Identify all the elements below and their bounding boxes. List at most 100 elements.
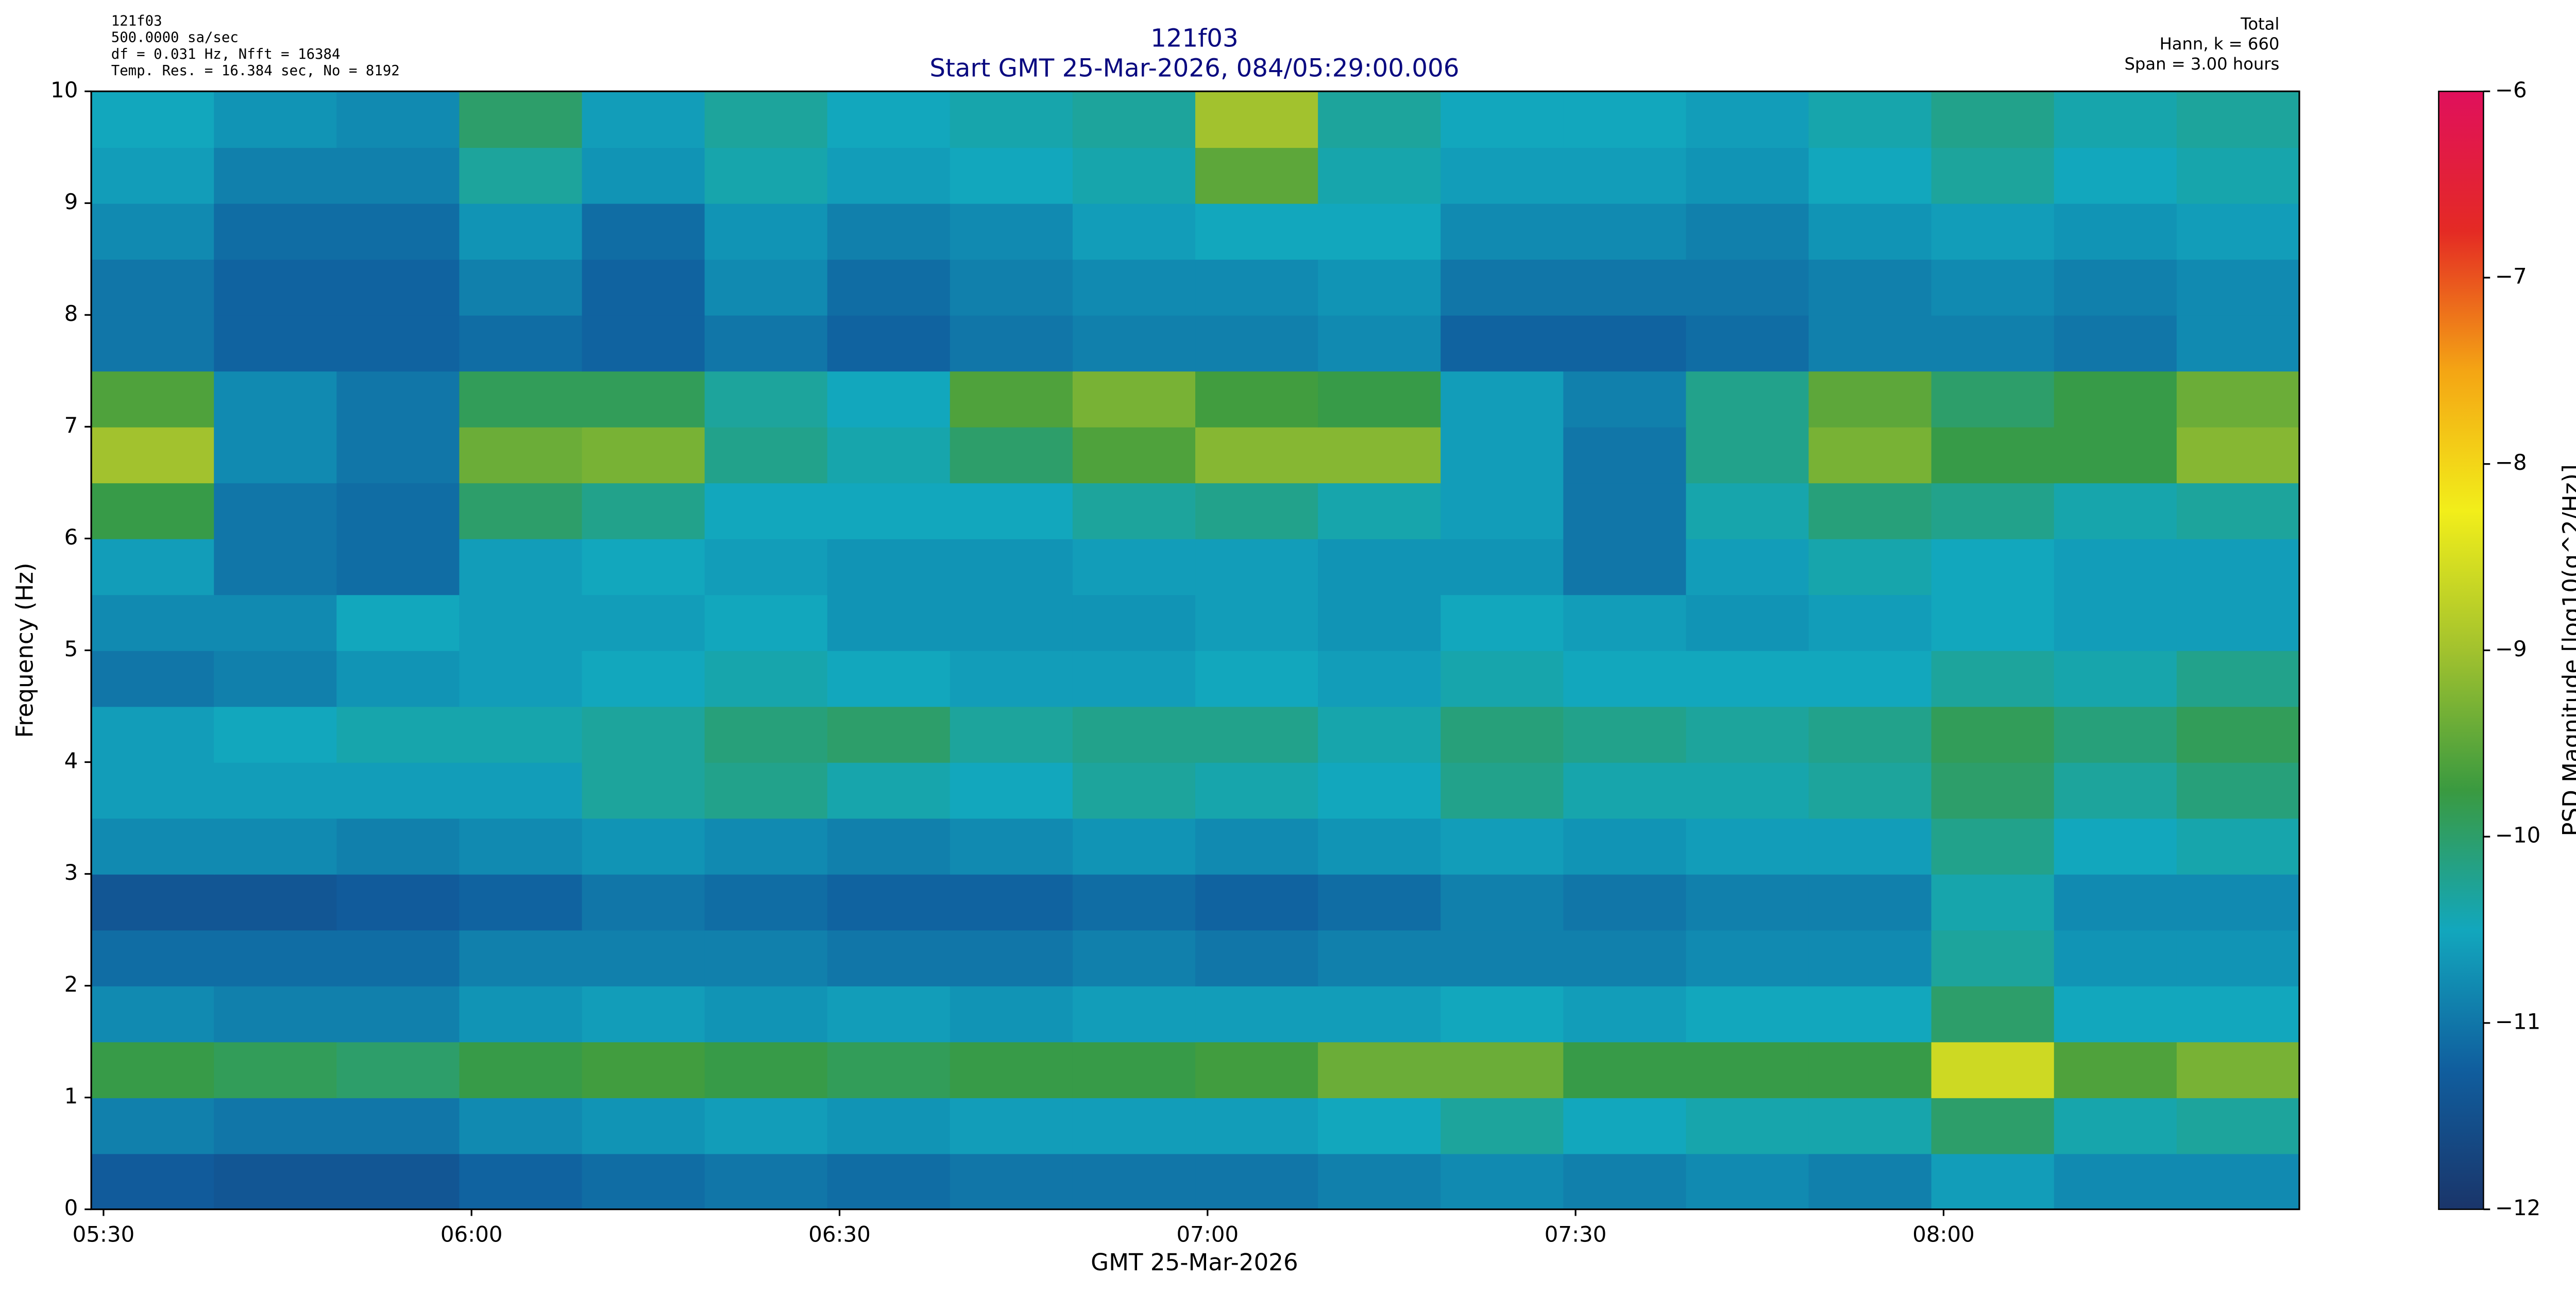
heatmap-cell [214, 147, 337, 204]
heatmap-cell [1318, 818, 1442, 875]
heatmap-cell [1072, 1042, 1196, 1098]
heatmap-cell [1318, 930, 1442, 986]
heatmap-cell [1686, 259, 1809, 316]
heatmap-cell [827, 818, 951, 875]
heatmap-cell [827, 874, 951, 931]
heatmap-cell [1686, 203, 1809, 260]
heatmap-cell [2054, 91, 2178, 148]
heatmap-cell [582, 762, 705, 819]
heatmap-cell [1440, 259, 1564, 316]
heatmap-cell [827, 1153, 951, 1210]
heatmap-cell [582, 315, 705, 372]
heatmap-cell [1440, 1042, 1564, 1098]
info-left: 121f03 [111, 13, 162, 29]
heatmap-cell [1686, 538, 1809, 595]
heatmap-cell [1318, 1097, 1442, 1154]
heatmap-cell [459, 427, 583, 484]
heatmap-cell [1931, 985, 2055, 1043]
heatmap-cell [704, 1097, 828, 1154]
y-tick-label: 7 [64, 413, 78, 438]
heatmap-cell [459, 818, 583, 875]
heatmap-cell [1931, 594, 2055, 651]
heatmap-cell [1563, 874, 1687, 931]
heatmap-cell [2176, 650, 2300, 707]
heatmap-cell [704, 203, 828, 260]
heatmap-cell [704, 706, 828, 763]
heatmap-cell [950, 427, 1074, 484]
heatmap-cell [1808, 259, 1932, 316]
heatmap-cell [704, 482, 828, 539]
colorbar-tick-label: −12 [2495, 1195, 2540, 1220]
heatmap-cell [582, 427, 705, 484]
heatmap-cell [1931, 706, 2055, 763]
heatmap-cell [1440, 427, 1564, 484]
heatmap-cell [1563, 1153, 1687, 1210]
heatmap-cell [1686, 874, 1809, 931]
heatmap-cell [214, 930, 337, 986]
heatmap-cell [2054, 538, 2178, 595]
heatmap-cell [1440, 1153, 1564, 1210]
heatmap-cell [2176, 482, 2300, 539]
heatmap-cell [1808, 482, 1932, 539]
heatmap-cell [459, 1042, 583, 1098]
heatmap-cell [2054, 370, 2178, 428]
x-tick-label: 07:00 [1177, 1222, 1239, 1247]
heatmap-cell [91, 985, 215, 1043]
heatmap-cell [2176, 203, 2300, 260]
heatmap-cell [459, 482, 583, 539]
heatmap-cell [1072, 930, 1196, 986]
heatmap-cell [1686, 427, 1809, 484]
heatmap-cell [1931, 203, 2055, 260]
heatmap-cell [827, 370, 951, 428]
heatmap-cell [2054, 985, 2178, 1043]
heatmap-cell [950, 482, 1074, 539]
heatmap-cell [1195, 650, 1319, 707]
heatmap-cell [1195, 427, 1319, 484]
heatmap-cell [1808, 427, 1932, 484]
heatmap-cell [336, 1153, 460, 1210]
heatmap-cell [459, 91, 583, 148]
heatmap-cell [336, 259, 460, 316]
y-tick-label: 6 [64, 524, 78, 550]
heatmap-cell [582, 874, 705, 931]
heatmap-cell [336, 91, 460, 148]
heatmap-cell [1318, 1042, 1442, 1098]
heatmap-cell [336, 370, 460, 428]
heatmap-cell [704, 91, 828, 148]
heatmap-cell [704, 147, 828, 204]
heatmap-cell [1318, 762, 1442, 819]
heatmap-cell [336, 930, 460, 986]
heatmap-cell [1318, 985, 1442, 1043]
heatmap-cell [91, 706, 215, 763]
heatmap-cell [1072, 538, 1196, 595]
heatmap-cell [1072, 1097, 1196, 1154]
heatmap-cell [2054, 203, 2178, 260]
heatmap-cell [214, 706, 337, 763]
heatmap-cell [704, 818, 828, 875]
heatmap-cell [1318, 482, 1442, 539]
heatmap-cell [1318, 315, 1442, 372]
heatmap-cell [2176, 91, 2300, 148]
heatmap-cell [91, 315, 215, 372]
heatmap-cell [336, 315, 460, 372]
heatmap-cell [1195, 370, 1319, 428]
heatmap-cell [950, 538, 1074, 595]
heatmap-cell [336, 1042, 460, 1098]
y-axis-label: Frequency (Hz) [11, 563, 39, 738]
heatmap-cell [214, 1042, 337, 1098]
heatmap-cell [950, 762, 1074, 819]
heatmap-cell [1072, 203, 1196, 260]
heatmap-cell [1931, 1097, 2055, 1154]
heatmap-cell [1808, 1153, 1932, 1210]
info-left: Temp. Res. = 16.384 sec, No = 8192 [111, 63, 400, 79]
heatmap-cell [2054, 427, 2178, 484]
heatmap-cell [91, 930, 215, 986]
chart-title: 121f03 [1150, 24, 1239, 53]
heatmap-cell [827, 147, 951, 204]
heatmap-cell [459, 650, 583, 707]
x-tick-label: 06:30 [808, 1222, 871, 1247]
heatmap-cell [1931, 874, 2055, 931]
heatmap-cell [1563, 985, 1687, 1043]
heatmap-cell [1440, 762, 1564, 819]
heatmap-cell [827, 259, 951, 316]
